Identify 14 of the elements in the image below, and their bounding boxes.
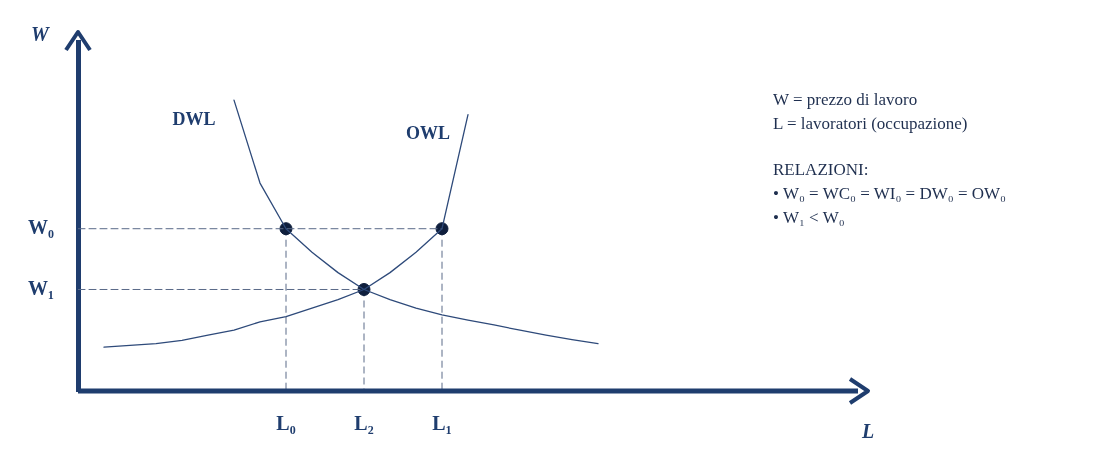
series-label: DWL [172, 108, 216, 129]
annotation: L = lavoratori (occupazione) [773, 113, 969, 135]
x-tick-label: L₀ [276, 412, 296, 435]
y-axis-title: W [31, 23, 51, 46]
annotation: W = prezzo di lavoro [773, 89, 919, 111]
series-label: W₀ [28, 215, 54, 238]
series-label: OWL [405, 123, 451, 144]
annotation: • W₁ < W₀ [773, 207, 846, 229]
series-label: W₁ [28, 276, 54, 299]
annotation: • W₀ = WC₀ = WI₀ = DW₀ = OW₀ [773, 183, 1007, 205]
annotation: RELAZIONI: [773, 159, 870, 181]
x-tick-label: L₂ [354, 412, 374, 435]
x-axis-title: L [860, 420, 875, 443]
x-tick-label: L₁ [432, 412, 452, 435]
